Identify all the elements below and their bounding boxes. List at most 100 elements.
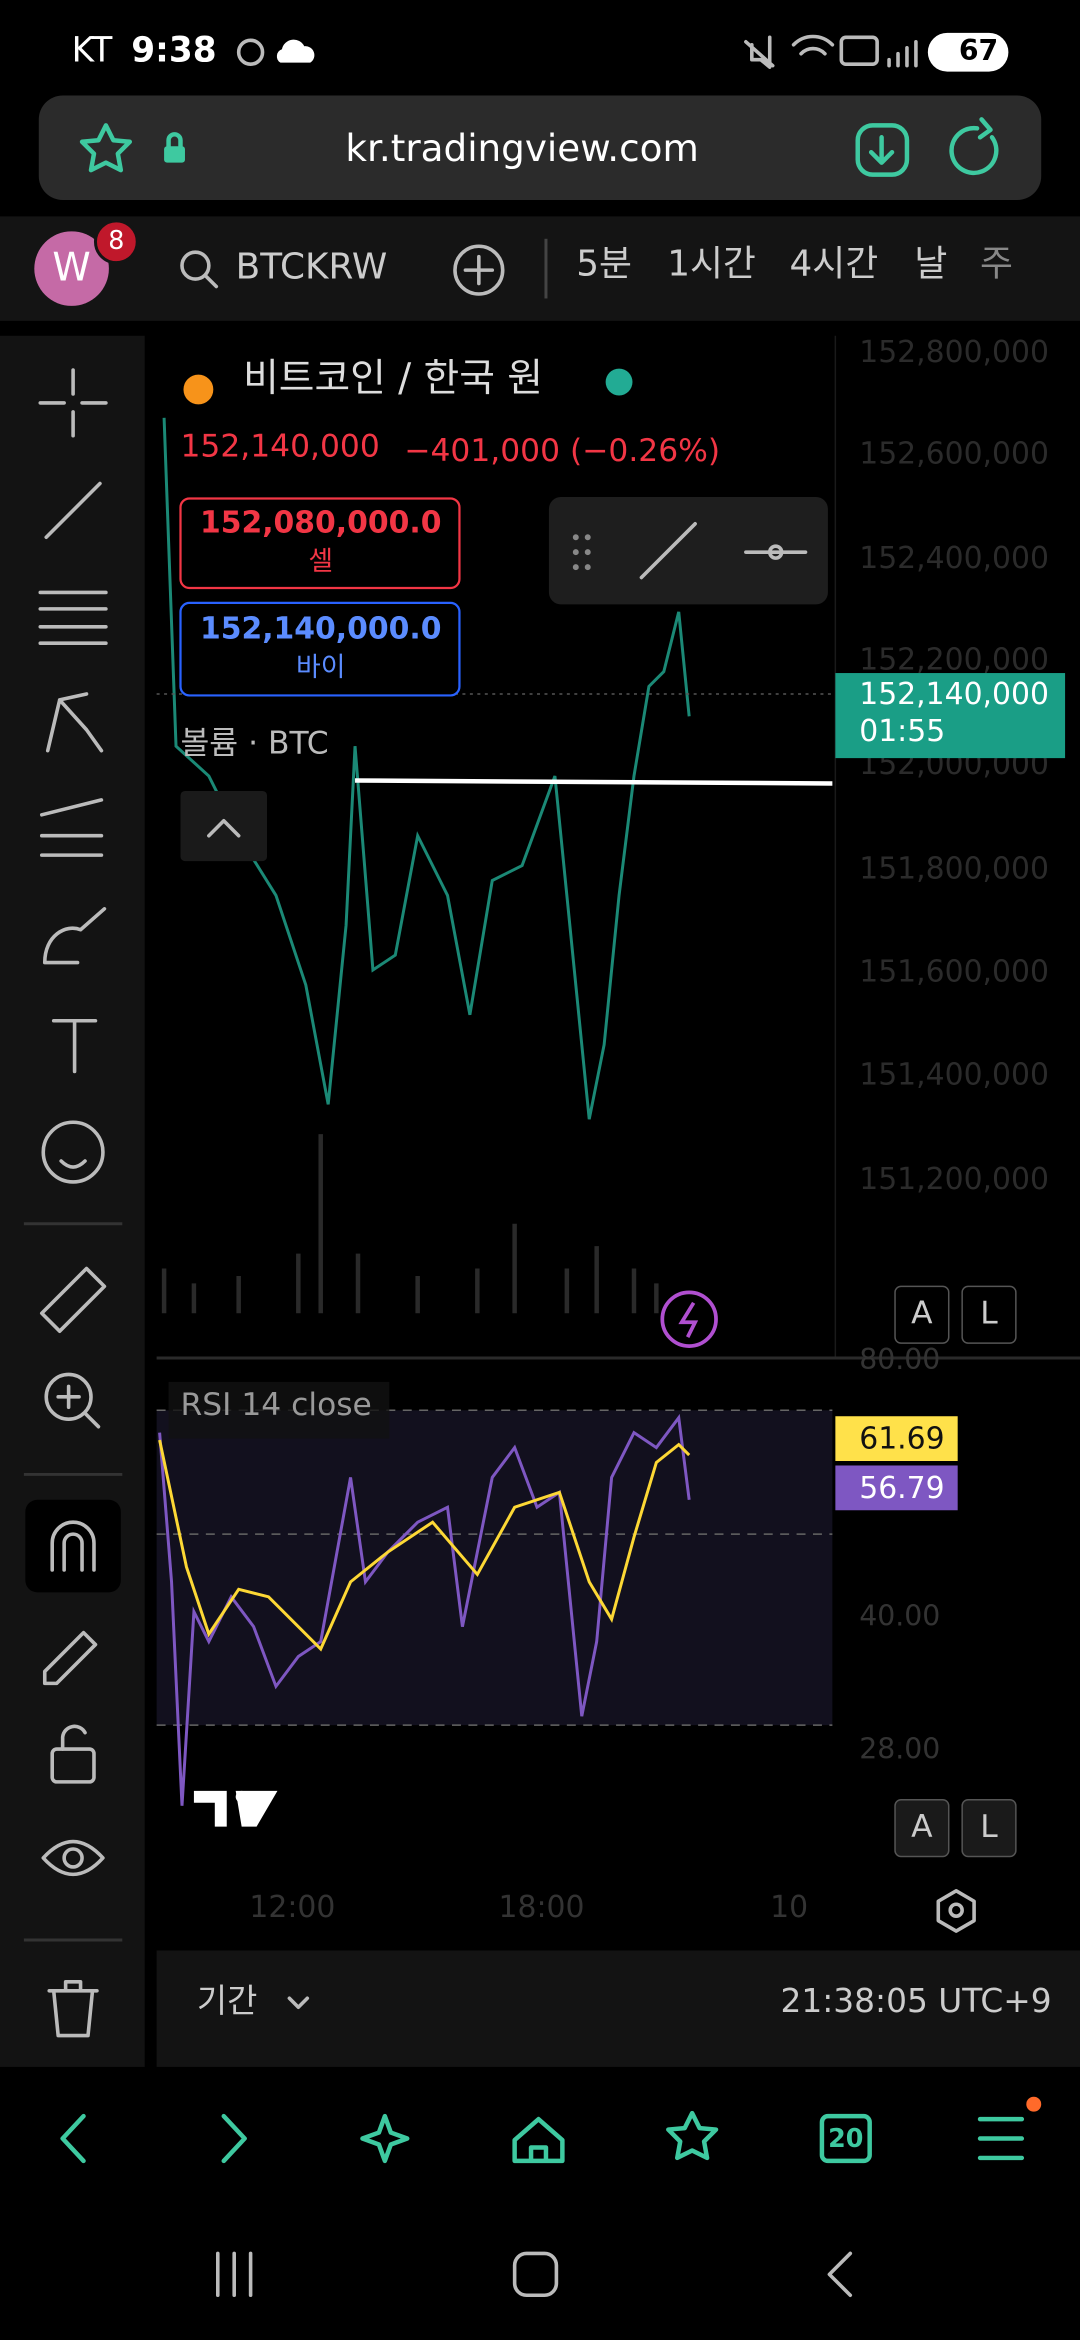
last-price: 152,140,000: [859, 677, 1049, 712]
brush-tool[interactable]: [42, 907, 107, 965]
bookmark-star[interactable]: [79, 123, 133, 173]
text-tool[interactable]: [51, 1018, 98, 1074]
download-button[interactable]: [855, 123, 910, 177]
tabs-count: 20: [828, 2123, 863, 2153]
collapse-button[interactable]: [180, 790, 268, 862]
url-bar[interactable]: [38, 95, 1042, 200]
auto-scale-button[interactable]: [894, 1799, 950, 1858]
price-axis-label: 151,200,000: [859, 1162, 1049, 1197]
drag-handle[interactable]: [572, 534, 591, 571]
rsi-value-tag: [835, 1416, 958, 1462]
log-scale-button[interactable]: [961, 1285, 1017, 1344]
delete-tool[interactable]: [47, 1980, 99, 2038]
interval[interactable]: 1시간: [667, 244, 756, 285]
rsi-band: [156, 1410, 833, 1726]
buy-button[interactable]: [179, 601, 461, 697]
mute-icon: [744, 35, 775, 69]
bookmarks-button[interactable]: [666, 2110, 719, 2161]
eye-pupil: [62, 1847, 84, 1869]
market-status: [605, 368, 633, 396]
lock-drawing-tool[interactable]: [42, 1630, 98, 1686]
rsi-ma-value: 56.79: [859, 1471, 944, 1506]
rsi-value: 61.69: [859, 1422, 944, 1457]
rsi-legend-bg: [168, 1381, 390, 1439]
interval[interactable]: 4시간: [790, 244, 879, 285]
horizontal-drawing[interactable]: [355, 778, 833, 786]
countdown: 01:55: [859, 714, 945, 749]
ruler-tool[interactable]: [39, 1266, 107, 1333]
back-system-button[interactable]: [827, 2251, 853, 2298]
price-axis-label: 152,600,000: [859, 437, 1049, 472]
auto-scale-button[interactable]: [894, 1285, 950, 1344]
alert-button[interactable]: [660, 1290, 718, 1348]
log-scale-label: L: [980, 1296, 998, 1332]
cloud-icon: [276, 39, 315, 63]
buy-label: 바이: [296, 652, 345, 683]
lock-shackle: [166, 132, 183, 149]
tabs-button[interactable]: [819, 2113, 872, 2164]
price-axis-label: 151,800,000: [859, 852, 1049, 887]
search-icon[interactable]: [180, 250, 211, 281]
interval[interactable]: 주: [980, 244, 1013, 285]
footer-clock: 21:38:05 UTC+9: [780, 1982, 1051, 2020]
recents-button[interactable]: [216, 2251, 253, 2298]
crosshair-tool[interactable]: [38, 368, 108, 438]
last-price-tag: [835, 673, 1066, 759]
unlock-tool[interactable]: [50, 1747, 96, 1784]
compare-plus: [463, 254, 495, 286]
wifi-icon: [791, 34, 835, 56]
sell-button[interactable]: [179, 497, 461, 590]
magnet-active[interactable]: [25, 1499, 121, 1593]
magnet-tool: [50, 1520, 96, 1572]
price-axis: 152,800,000 152,600,000 152,400,000 152,…: [859, 335, 1049, 1197]
volume-bars: [161, 1134, 659, 1314]
unlock-shackle: [60, 1724, 87, 1751]
footer-bar: [156, 1950, 1080, 2067]
carrier: KT: [72, 31, 114, 71]
rsi-ma-tag: [835, 1465, 958, 1511]
price-axis-label: 152,200,000: [859, 643, 1049, 678]
battery-level: 67: [959, 34, 998, 67]
rsi-axis-label: 80.00: [859, 1343, 940, 1376]
price-path: [162, 417, 691, 1120]
bitcoin-icon: [183, 374, 214, 405]
home-button[interactable]: [512, 2116, 565, 2164]
symbol[interactable]: BTCKRW: [236, 247, 388, 288]
auto-scale-label: A: [911, 1809, 933, 1845]
line-style-button[interactable]: [639, 522, 697, 580]
pattern-tool[interactable]: [45, 692, 104, 753]
compare-button[interactable]: [453, 244, 505, 296]
prediction-tool[interactable]: [39, 798, 104, 857]
drawing-toolbar-floating: [548, 496, 828, 605]
settings-button[interactable]: [936, 1889, 976, 1933]
sell-price: 152,080,000.0: [200, 505, 441, 540]
range-button[interactable]: 기간: [197, 1982, 257, 2020]
back-button[interactable]: [60, 2113, 86, 2164]
chart-title: 비트코인 / 한국 원: [243, 356, 543, 401]
zoom-tool[interactable]: [44, 1372, 93, 1422]
badge-count: 8: [108, 225, 124, 255]
battery: [927, 32, 1009, 72]
emoji-tool[interactable]: [41, 1120, 105, 1184]
avatar[interactable]: [34, 231, 109, 306]
home-system-button[interactable]: [512, 2251, 559, 2298]
interval[interactable]: 5분: [576, 244, 632, 285]
visibility-tool[interactable]: [41, 1839, 105, 1876]
interval[interactable]: 날: [914, 244, 947, 285]
forward-button[interactable]: [221, 2113, 247, 2164]
ai-button[interactable]: [360, 2113, 410, 2164]
reload-button[interactable]: [949, 117, 999, 176]
zoom-symbol: [56, 1384, 101, 1429]
fib-tool[interactable]: [38, 590, 108, 645]
rsi-axis-label: 28.00: [859, 1733, 940, 1766]
url[interactable]: kr.tradingview.com: [345, 126, 698, 170]
rsi-label: RSI 14 close: [180, 1387, 371, 1423]
price-axis-label: 152,800,000: [859, 335, 1049, 370]
alert-bolt: [678, 1301, 699, 1338]
auto-scale-label: A: [911, 1296, 933, 1332]
trendline-tool[interactable]: [44, 481, 102, 540]
log-scale-button[interactable]: [961, 1799, 1017, 1858]
menu-button[interactable]: [977, 2116, 1025, 2161]
symbol-toolbar: [0, 216, 1080, 321]
log-scale-label: L: [980, 1809, 998, 1845]
